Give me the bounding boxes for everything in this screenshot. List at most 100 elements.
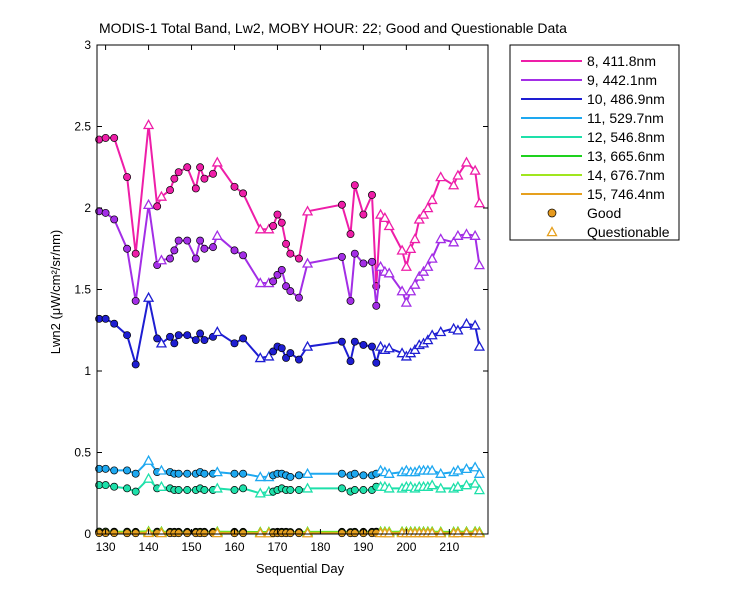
y-tick-label: 2 <box>84 201 91 215</box>
legend-entry: 11, 529.7nm <box>587 110 664 126</box>
good-point <box>174 236 183 245</box>
good-point <box>337 252 346 261</box>
questionable-point <box>422 202 434 213</box>
questionable-point <box>417 265 430 276</box>
questionable-point <box>142 291 155 302</box>
x-tick-label: 210 <box>439 540 459 554</box>
legend-good-marker <box>547 208 557 218</box>
questionable-point <box>211 466 223 477</box>
questionable-point <box>435 233 447 244</box>
questionable-point <box>409 233 421 244</box>
good-point <box>294 355 303 364</box>
legend-entry: 10, 486.9nm <box>587 91 665 107</box>
good-point <box>131 360 140 369</box>
legend-entry: 9, 442.1nm <box>587 72 657 88</box>
legend-entry: 14, 676.7nm <box>587 167 665 183</box>
good-point <box>123 244 132 253</box>
questionable-point <box>155 190 168 201</box>
questionable-point <box>155 464 168 475</box>
good-point <box>200 529 209 538</box>
good-point <box>191 254 200 263</box>
good-point <box>346 230 355 239</box>
good-point <box>294 529 303 538</box>
good-point <box>101 133 110 142</box>
legend-box <box>509 44 680 241</box>
good-point <box>170 339 179 348</box>
questionable-point <box>426 464 438 475</box>
good-point <box>123 529 132 538</box>
questionable-point <box>460 317 473 328</box>
questionable-point <box>142 198 155 209</box>
questionable-point <box>452 464 464 475</box>
good-point <box>359 471 368 480</box>
good-point <box>269 347 278 356</box>
good-point <box>183 163 192 172</box>
good-point <box>200 486 209 494</box>
questionable-point <box>460 479 473 490</box>
legend-entry: 8, 411.8nm <box>587 53 656 69</box>
questionable-point <box>469 477 481 488</box>
good-point <box>230 339 239 348</box>
good-point <box>282 282 291 291</box>
questionable-point <box>301 257 314 268</box>
good-point <box>191 184 200 193</box>
questionable-point <box>254 223 266 234</box>
good-point <box>174 529 183 538</box>
questionable-point <box>469 164 481 175</box>
y-tick-label: 0.5 <box>74 446 91 460</box>
x-tick-label: 150 <box>182 540 202 554</box>
questionable-point <box>413 213 425 224</box>
good-point <box>372 301 381 310</box>
good-point <box>191 336 200 344</box>
good-point <box>294 293 303 302</box>
questionable-point <box>460 527 473 538</box>
x-tick-label: 180 <box>310 540 330 554</box>
questionable-point <box>374 260 387 271</box>
questionable-point <box>409 343 421 355</box>
questionable-point <box>469 229 481 240</box>
questionable-point <box>452 480 464 491</box>
good-point <box>359 340 368 349</box>
axes-layer: 0 0.5 1 1.5 2 2.5 3 130 140 150 160 170 180 190 200 210 <box>74 38 488 554</box>
good-point <box>131 529 140 538</box>
good-point <box>269 277 278 286</box>
questionable-point <box>426 527 438 538</box>
good-point <box>294 486 303 494</box>
good-point <box>286 486 295 494</box>
x-tick-label: 200 <box>396 540 416 554</box>
x-tick-label: 190 <box>353 540 373 554</box>
questionable-point <box>211 527 223 538</box>
questionable-point <box>452 324 464 335</box>
good-point <box>282 354 291 362</box>
good-point <box>239 484 248 493</box>
good-point <box>170 246 179 255</box>
good-point <box>286 529 295 538</box>
questionable-point <box>435 171 447 182</box>
questionable-point <box>448 236 460 247</box>
y-tick-label: 1.5 <box>74 283 91 297</box>
questionable-point <box>469 461 481 472</box>
questionable-point <box>301 467 314 478</box>
good-point <box>277 265 286 274</box>
y-axis-label: Lwn2 (μW/cm²/sr/nm) <box>48 230 63 355</box>
good-point <box>350 181 359 190</box>
questionable-point <box>379 211 391 223</box>
questionable-point <box>254 527 266 538</box>
questionable-point <box>435 482 447 493</box>
questionable-point <box>452 229 464 240</box>
good-point <box>230 469 239 478</box>
good-point <box>350 249 359 258</box>
good-point <box>359 259 368 268</box>
good-point <box>346 357 355 366</box>
good-point <box>131 487 140 496</box>
questionable-point <box>301 340 314 351</box>
good-point <box>282 239 291 248</box>
good-point <box>239 251 248 260</box>
good-point <box>183 486 192 494</box>
questionable-point <box>383 267 395 278</box>
legend-marker-label: Good <box>587 205 621 221</box>
good-point <box>294 471 303 480</box>
good-point <box>131 469 140 478</box>
x-tick-label: 140 <box>139 540 159 554</box>
good-point <box>209 243 217 252</box>
